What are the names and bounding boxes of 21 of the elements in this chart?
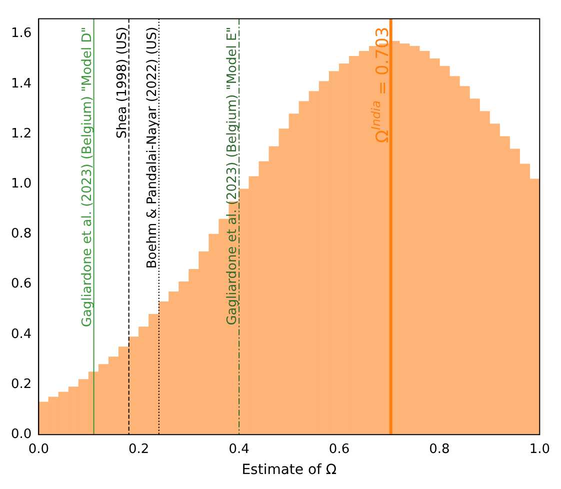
y-tick-label: 1.2 (10, 126, 32, 142)
y-tick-label: 0.8 (10, 226, 32, 242)
ref-line-label: Gagliardone et al. (2023) (Belgium) "Model E" (225, 26, 240, 326)
y-tick-label: 0.2 (10, 376, 32, 392)
y-tick-label: 0.0 (10, 426, 32, 442)
y-tick-label: 1.4 (10, 76, 32, 92)
ref-line-label: Gagliardone et al. (2023) (Belgium) "Model D" (80, 26, 95, 328)
x-tick-label: 0.8 (429, 442, 450, 457)
y-tick-label: 0.6 (10, 276, 32, 292)
ref-line-label: Shea (1998) (US) (114, 26, 130, 139)
x-tick-label: 1.0 (529, 442, 550, 457)
x-axis-title: Estimate of Ω (242, 462, 337, 478)
y-tick-label: 1.6 (10, 26, 32, 42)
ref-line-label: ΩIndia = 0.703 (369, 26, 393, 143)
y-tick-label: 1.0 (10, 176, 32, 192)
y-tick-label: 0.4 (10, 326, 32, 342)
x-tick-label: 0.0 (28, 442, 50, 457)
ref-line-label: Boehm & Pandalai-Nayar (2022) (US) (144, 26, 160, 269)
x-tick-label: 0.2 (128, 442, 150, 457)
x-tick-label: 0.6 (328, 442, 350, 457)
x-tick-label: 0.4 (228, 442, 250, 457)
